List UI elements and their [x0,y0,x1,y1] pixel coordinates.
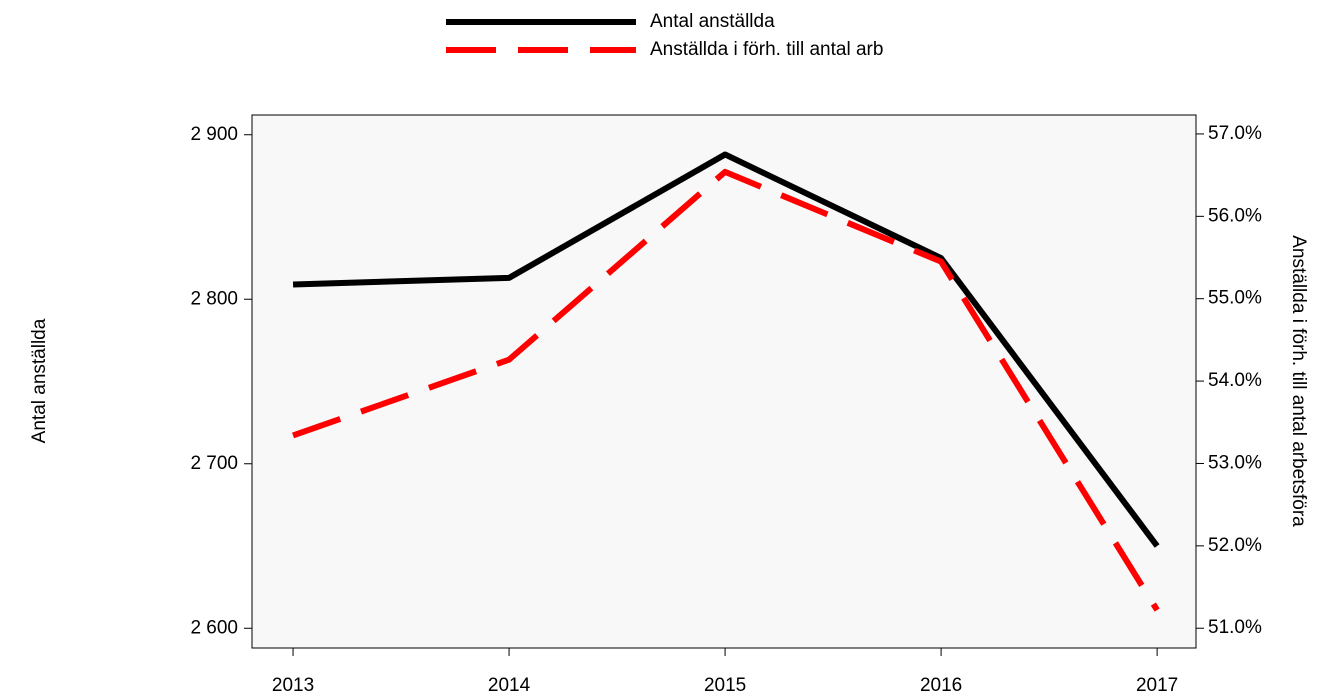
y-tick-label: 2 600 [190,617,238,638]
series-line [292,151,1160,548]
y-tick-label: 2 900 [190,124,238,145]
x-tick-label: 2016 [920,675,962,695]
x-tick-label: 2013 [272,675,314,695]
x-tick-label: 2017 [1136,675,1178,695]
x-tick-label: 2014 [488,675,531,695]
legend-label: Antal anställda [650,11,775,32]
y2-tick-label: 55.0% [1208,288,1262,309]
y2-tick-label: 57.0% [1208,123,1262,144]
plot-area [251,114,1197,649]
y2-tick-label: 51.0% [1208,617,1262,638]
series-line [292,168,1160,612]
x-tick-label: 2015 [704,675,746,695]
y2-tick-label: 56.0% [1208,205,1262,226]
legend-label: Anställda i förh. till antal arb [650,39,883,60]
y-tick-label: 2 700 [190,453,238,474]
y2-tick-label: 52.0% [1208,535,1262,556]
y-axis-label: Antal anställda [29,318,50,443]
y2-axis-label: Anställda i förh. till antal arbetsföra [1288,235,1309,527]
y2-tick-label: 54.0% [1208,370,1262,391]
y-tick-label: 2 800 [190,288,238,309]
y2-tick-label: 53.0% [1208,452,1262,473]
